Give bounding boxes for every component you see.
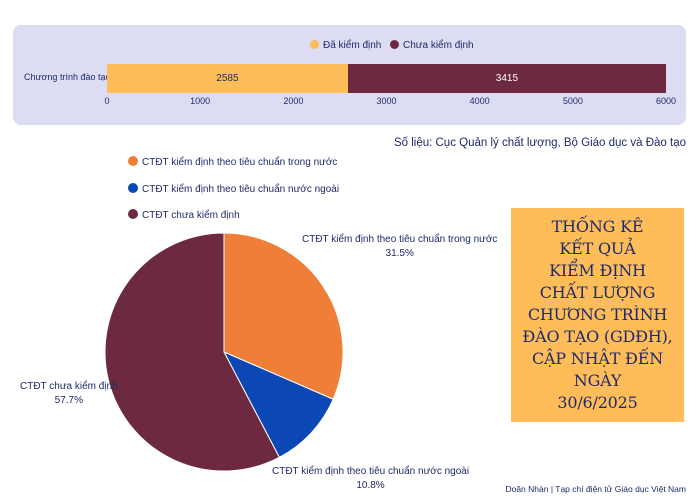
pie-legend-item-foreign: CTĐT kiểm định theo tiêu chuẩn nước ngoà…	[128, 183, 339, 195]
legend-swatch-not-inspected	[390, 40, 399, 49]
x-tick-label: 5000	[562, 96, 583, 106]
pie-label-domestic-name: CTĐT kiểm định theo tiêu chuẩn trong nướ…	[302, 234, 498, 245]
bar-category-label: Chương trình đào tạo	[24, 72, 111, 82]
legend-label-not-inspected: Chưa kiểm định	[403, 40, 474, 51]
pie-slice-0	[223, 232, 344, 400]
bar-legend: Đã kiểm định Chưa kiểm định	[0, 40, 700, 54]
pie-legend-label-uninspected: CTĐT chưa kiểm định	[142, 210, 240, 221]
legend-swatch-inspected	[310, 40, 319, 49]
pie-legend-swatch-foreign	[128, 183, 138, 193]
x-tick-label: 1000	[190, 96, 211, 106]
pie-label-domestic-value: 31.5%	[385, 248, 414, 259]
legend-item-not-inspected: Chưa kiểm định	[390, 40, 474, 51]
pie-legend-item-uninspected: CTĐT chưa kiểm định	[128, 209, 240, 221]
pie-slice-2	[104, 232, 281, 472]
pie-legend-swatch-domestic	[128, 156, 138, 166]
pie-legend-label-domestic: CTĐT kiểm định theo tiêu chuẩn trong nướ…	[142, 157, 338, 168]
x-tick-label: 3000	[376, 96, 397, 106]
pie-label-uninspected: CTĐT chưa kiểm định 57.7%	[20, 380, 118, 408]
pie-label-foreign-value: 10.8%	[356, 480, 385, 491]
pie-legend-item-domestic: CTĐT kiểm định theo tiêu chuẩn trong nướ…	[128, 156, 337, 168]
pie-slice-1	[222, 350, 334, 459]
bar-segment-1: 3415	[347, 64, 666, 93]
credit-line: Doãn Nhàn | Tạp chí điện tử Giáo dục Việ…	[505, 484, 686, 494]
bar-segment-0: 2585	[107, 64, 348, 93]
pie-legend-label-foreign: CTĐT kiểm định theo tiêu chuẩn nước ngoà…	[142, 184, 340, 195]
source-note: Số liệu: Cục Quản lý chất lượng, Bộ Giáo…	[393, 137, 686, 149]
legend-item-inspected: Đã kiểm định	[310, 40, 381, 51]
pie-label-uninspected-name: CTĐT chưa kiểm định	[20, 381, 118, 392]
headline-text: THỐNG KÊ KẾT QUẢ KIỂM ĐỊNH CHẤT LƯỢNG CH…	[522, 217, 673, 412]
pie-label-domestic: CTĐT kiểm định theo tiêu chuẩn trong nướ…	[302, 233, 497, 261]
headline-box: THỐNG KÊ KẾT QUẢ KIỂM ĐỊNH CHẤT LƯỢNG CH…	[511, 208, 684, 422]
legend-label-inspected: Đã kiểm định	[323, 40, 382, 51]
pie-legend-swatch-uninspected	[128, 209, 138, 219]
x-tick-label: 0	[104, 96, 110, 106]
x-tick-label: 4000	[469, 96, 490, 106]
x-tick-label: 6000	[655, 96, 677, 106]
pie-label-foreign-name: CTĐT kiểm định theo tiêu chuẩn nước ngoà…	[272, 466, 470, 477]
x-tick-label: 2000	[283, 96, 304, 106]
pie-label-uninspected-value: 57.7%	[54, 395, 83, 406]
pie-label-foreign: CTĐT kiểm định theo tiêu chuẩn nước ngoà…	[272, 465, 469, 493]
